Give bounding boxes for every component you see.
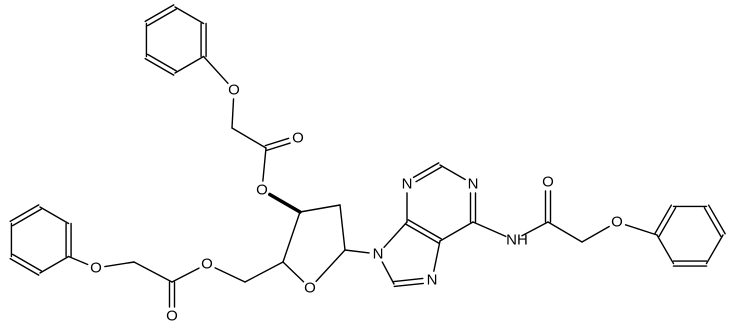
atom-label: O	[90, 260, 102, 277]
bond	[581, 225, 610, 243]
bond	[282, 261, 305, 283]
bond	[415, 166, 442, 183]
bond	[11, 253, 42, 272]
bond	[472, 221, 507, 238]
bond	[656, 234, 675, 265]
bond	[174, 55, 205, 74]
bond	[146, 8, 177, 27]
bond	[264, 137, 290, 147]
bond	[658, 206, 677, 237]
bond	[67, 255, 89, 266]
bond	[282, 211, 301, 263]
bond	[439, 221, 474, 242]
bond	[383, 221, 408, 249]
bond	[707, 204, 726, 235]
atom-label: O	[304, 280, 316, 297]
bond	[262, 147, 267, 182]
bond	[144, 4, 175, 23]
bond	[104, 261, 135, 268]
atom-label: O	[542, 174, 554, 191]
bond	[146, 53, 177, 72]
bond	[214, 267, 246, 283]
bond	[624, 224, 658, 236]
bond	[299, 204, 341, 213]
atom-label: O	[201, 256, 213, 273]
bond	[202, 55, 229, 85]
bond	[705, 234, 724, 265]
bond	[344, 249, 370, 254]
bond	[439, 164, 466, 181]
bond	[144, 57, 175, 76]
atom-label: O	[166, 308, 178, 325]
wedge-bond	[268, 192, 302, 214]
bond	[39, 255, 70, 274]
bond	[9, 257, 40, 276]
bond	[244, 261, 284, 283]
bond	[547, 221, 583, 243]
bond	[412, 162, 440, 179]
atom-label: O	[292, 130, 304, 147]
atom-label: N	[427, 272, 438, 289]
atom-label: N	[373, 246, 384, 263]
bond	[171, 267, 200, 283]
bond	[654, 204, 673, 235]
bond	[405, 223, 440, 244]
atom-label: N	[402, 176, 413, 193]
bond	[231, 127, 267, 149]
bond	[231, 98, 235, 129]
bond	[339, 204, 346, 251]
bond	[39, 206, 70, 225]
bond	[393, 282, 425, 288]
atom-label: O	[228, 82, 240, 99]
bond	[315, 249, 346, 283]
bond	[174, 6, 205, 25]
bond	[407, 219, 442, 240]
bond	[393, 277, 424, 283]
bond	[9, 204, 40, 223]
atom-label: O	[611, 214, 623, 231]
bond	[703, 206, 722, 237]
atom-label: N	[468, 176, 479, 193]
bond	[381, 261, 395, 285]
bond	[11, 208, 42, 227]
bond	[133, 261, 173, 283]
atom-label: O	[256, 182, 268, 199]
atom-label: NH	[506, 232, 528, 249]
bond	[433, 240, 441, 272]
bond	[521, 221, 549, 237]
bond	[266, 142, 291, 152]
